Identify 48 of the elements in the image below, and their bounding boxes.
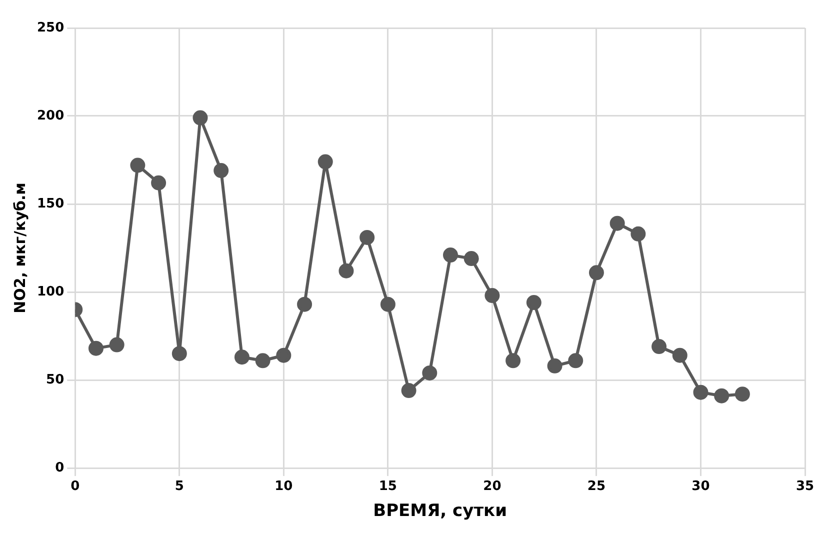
point: [630, 226, 646, 242]
x-axis-title: ВРЕМЯ, сутки: [373, 501, 508, 522]
point: [672, 348, 688, 363]
point: [714, 388, 730, 404]
x-tick-label: 25: [587, 479, 606, 494]
point: [610, 216, 625, 231]
point: [214, 163, 229, 178]
point: [297, 296, 312, 312]
point: [318, 154, 333, 170]
point: [234, 350, 250, 365]
point: [255, 353, 270, 368]
point: [484, 288, 500, 304]
point: [130, 158, 146, 173]
point: [422, 365, 438, 380]
point: [693, 384, 708, 400]
point: [506, 353, 521, 368]
x-tick-label: 0: [70, 479, 80, 494]
point: [464, 251, 479, 266]
y-tick-label: 150: [36, 196, 64, 212]
point: [380, 296, 396, 312]
x-tick-label: 20: [483, 479, 502, 494]
point: [734, 386, 750, 402]
point: [88, 340, 104, 356]
point: [151, 175, 166, 190]
x-tick-label: 30: [692, 479, 710, 494]
x-tick-label: 5: [174, 479, 184, 494]
point: [276, 348, 292, 363]
y-tick-label: 200: [36, 108, 64, 124]
point: [652, 339, 667, 354]
x-tick-label: 35: [796, 479, 814, 494]
point: [192, 110, 208, 126]
y-tick-label: 250: [36, 20, 64, 36]
point: [172, 346, 187, 362]
point: [568, 353, 584, 368]
point: [547, 358, 562, 374]
point: [360, 230, 375, 245]
point: [109, 337, 124, 352]
point: [526, 295, 542, 310]
y-axis-title: NO2, мкг/куб.м: [10, 182, 29, 314]
point: [442, 248, 458, 263]
x-tick-label: 10: [274, 479, 293, 494]
y-tick-label: 0: [55, 460, 64, 476]
point: [338, 263, 354, 278]
point: [588, 265, 604, 280]
y-tick-label: 50: [46, 372, 64, 388]
x-tick-label: 15: [378, 479, 397, 494]
point: [401, 383, 416, 398]
y-tick-label: 100: [36, 284, 64, 300]
